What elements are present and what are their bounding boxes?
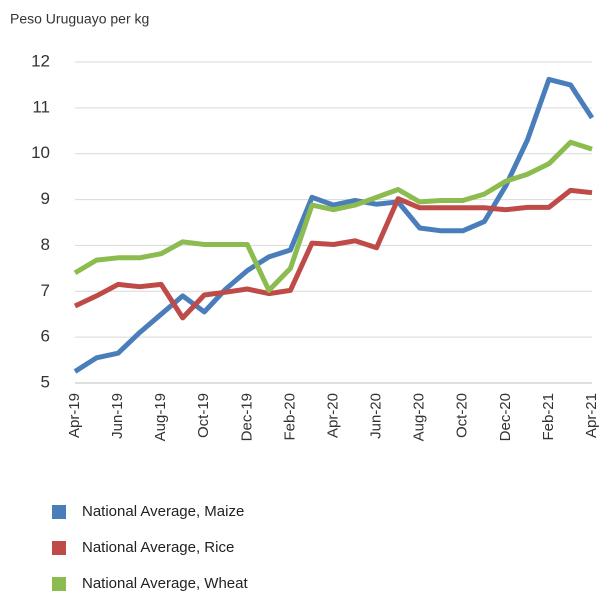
x-tick-label: Feb-20 [281, 393, 298, 441]
x-tick-label: Jun-20 [368, 393, 385, 439]
x-tick-label: Jun-19 [109, 393, 126, 439]
y-tick-label: 12 [31, 51, 50, 70]
legend-label: National Average, Rice [82, 539, 234, 556]
y-axis-title: Peso Uruguayo per kg [10, 11, 149, 27]
y-tick-label: 9 [41, 189, 50, 208]
legend-swatch [52, 505, 66, 519]
y-tick-label: 8 [41, 235, 50, 254]
legend-swatch [52, 577, 66, 591]
x-tick-label: Aug-20 [411, 393, 428, 441]
x-tick-label: Apr-19 [66, 393, 83, 438]
series-line [73, 187, 593, 321]
legend-label: National Average, Wheat [82, 575, 248, 592]
x-tick-label: Apr-20 [324, 393, 341, 438]
x-tick-label: Feb-21 [540, 393, 557, 441]
series-line [73, 76, 595, 374]
y-tick-label: 11 [32, 97, 50, 116]
series-line [73, 139, 593, 293]
x-tick-label: Aug-19 [152, 393, 169, 441]
y-tick-label: 6 [41, 327, 50, 346]
y-tick-label: 5 [41, 372, 50, 391]
x-tick-label: Oct-19 [195, 393, 212, 438]
y-tick-label: 10 [31, 143, 50, 162]
x-tick-label: Apr-21 [583, 393, 600, 438]
x-tick-label: Oct-20 [454, 393, 471, 438]
x-tick-label: Dec-19 [238, 393, 255, 441]
y-tick-label: 7 [41, 281, 50, 300]
legend-swatch [52, 541, 66, 555]
x-tick-label: Dec-20 [497, 393, 514, 441]
legend-label: National Average, Maize [82, 503, 244, 520]
